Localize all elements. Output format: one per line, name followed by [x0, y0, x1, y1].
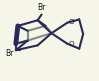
- Text: Br: Br: [5, 49, 13, 58]
- Text: O: O: [69, 19, 74, 25]
- Text: O: O: [69, 41, 74, 47]
- Text: Br: Br: [37, 3, 46, 12]
